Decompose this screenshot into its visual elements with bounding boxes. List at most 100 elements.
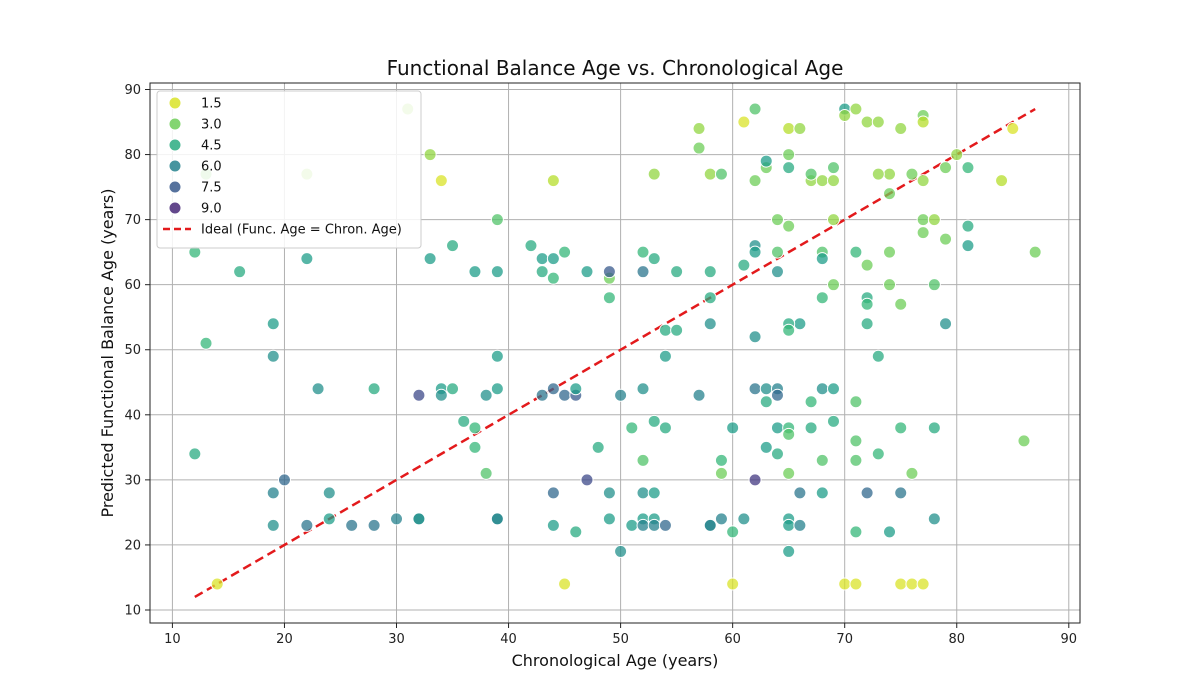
- scatter-point: [894, 486, 908, 500]
- scatter-point: [815, 453, 829, 467]
- scatter-point: [468, 265, 482, 279]
- scatter-point: [670, 323, 684, 337]
- x-tick-label: 50: [612, 632, 629, 647]
- y-axis-label: Predicted Functional Balance Age (years): [98, 188, 117, 517]
- scatter-point: [871, 349, 885, 363]
- scatter-point: [770, 245, 784, 259]
- legend-marker: [168, 180, 182, 194]
- scatter-point: [894, 122, 908, 136]
- scatter-point: [703, 518, 717, 532]
- legend-marker: [168, 138, 182, 152]
- x-tick-label: 80: [948, 632, 965, 647]
- scatter-point: [703, 265, 717, 279]
- scatter-point: [546, 486, 560, 500]
- scatter-point: [636, 486, 650, 500]
- scatter-point: [636, 245, 650, 259]
- scatter-point: [322, 512, 336, 526]
- x-tick-label: 60: [724, 632, 741, 647]
- scatter-point: [367, 382, 381, 396]
- scatter-point: [580, 265, 594, 279]
- scatter-point: [759, 395, 773, 409]
- scatter-point: [266, 349, 280, 363]
- scatter-point: [871, 447, 885, 461]
- scatter-point: [748, 473, 762, 487]
- scatter-point: [636, 453, 650, 467]
- scatter-point: [446, 382, 460, 396]
- scatter-point: [647, 167, 661, 181]
- y-tick-label: 70: [124, 213, 141, 228]
- grid-lines: [150, 83, 1080, 623]
- scatter-point: [894, 421, 908, 435]
- scatter-point: [199, 336, 213, 350]
- scatter-point: [546, 518, 560, 532]
- scatter-point: [916, 115, 930, 129]
- scatter-point: [748, 102, 762, 116]
- scatter-point: [546, 252, 560, 266]
- scatter-point: [950, 148, 964, 162]
- scatter-point: [782, 148, 796, 162]
- scatter-point: [860, 486, 874, 500]
- legend-line-label: Ideal (Func. Age = Chron. Age): [201, 223, 402, 238]
- scatter-point: [390, 512, 404, 526]
- scatter-point: [490, 512, 504, 526]
- scatter-point: [939, 317, 953, 331]
- scatter-point: [793, 122, 807, 136]
- scatter-point: [277, 473, 291, 487]
- scatter-point: [602, 512, 616, 526]
- scatter-point: [905, 577, 919, 591]
- scatter-point: [322, 486, 336, 500]
- legend-box: [156, 90, 422, 249]
- scatter-point: [815, 486, 829, 500]
- scatter-point: [535, 388, 549, 402]
- scatter-point: [658, 349, 672, 363]
- scatter-point: [849, 245, 863, 259]
- scatter-point: [490, 382, 504, 396]
- scatter-point: [793, 518, 807, 532]
- x-tick-label: 20: [276, 632, 293, 647]
- scatter-point: [546, 271, 560, 285]
- scatter-point: [266, 317, 280, 331]
- scatter-point: [558, 388, 572, 402]
- scatter-point: [883, 525, 897, 539]
- scatter-point: [434, 388, 448, 402]
- scatter-point: [770, 421, 784, 435]
- scatter-point: [883, 167, 897, 181]
- scatter-point: [703, 317, 717, 331]
- scatter-point: [457, 414, 471, 428]
- scatter-point: [412, 512, 426, 526]
- scatter-point: [838, 577, 852, 591]
- scatter-point: [602, 486, 616, 500]
- scatter-point: [726, 577, 740, 591]
- scatter-point: [636, 265, 650, 279]
- scatter-point: [770, 213, 784, 227]
- scatter-point: [927, 213, 941, 227]
- scatter-point: [546, 382, 560, 396]
- scatter-point: [883, 278, 897, 292]
- scatter-point: [782, 122, 796, 136]
- scatter-point: [490, 265, 504, 279]
- scatter-point: [826, 278, 840, 292]
- scatter-point: [916, 174, 930, 188]
- scatter-point: [546, 174, 560, 188]
- scatter-point: [939, 161, 953, 175]
- scatter-point: [692, 388, 706, 402]
- scatter-point: [927, 421, 941, 435]
- scatter-point: [647, 414, 661, 428]
- scatter-point: [860, 297, 874, 311]
- scatter-point: [233, 265, 247, 279]
- scatter-point: [726, 525, 740, 539]
- scatter-point: [300, 252, 314, 266]
- scatter-point: [916, 213, 930, 227]
- y-tick-label: 40: [124, 408, 141, 423]
- legend: 1.5 3.0 4.5 6.0 7.5 9.0 Ideal (Func. Age = Chr…: [156, 90, 422, 249]
- scatter-point: [894, 577, 908, 591]
- legend-label: 3.0: [201, 118, 222, 133]
- scatter-point: [748, 245, 762, 259]
- x-tick-label: 40: [500, 632, 517, 647]
- scatter-point: [793, 486, 807, 500]
- scatter-point: [961, 161, 975, 175]
- scatter-point: [535, 265, 549, 279]
- x-tick-label: 90: [1061, 632, 1078, 647]
- scatter-point: [625, 421, 639, 435]
- scatter-point: [860, 258, 874, 272]
